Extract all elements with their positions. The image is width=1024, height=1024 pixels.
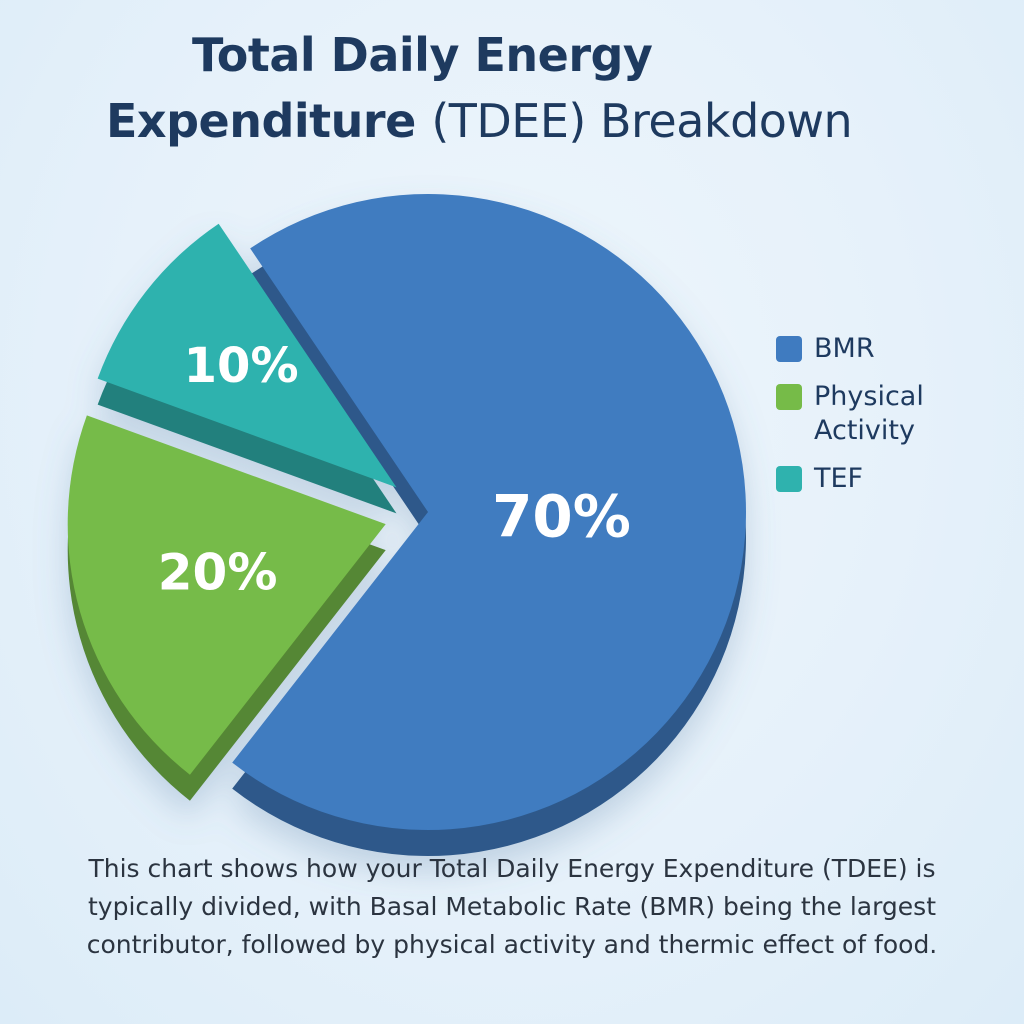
pie-slice-tef <box>97 223 397 514</box>
chart-title: Total Daily Energy Expenditure (TDEE) Br… <box>0 22 1024 154</box>
legend-item-tef: TEF <box>776 462 1006 496</box>
chart-title-line2-regular: (TDEE) Breakdown <box>431 94 853 148</box>
chart-title-line1: Total Daily Energy <box>192 28 653 82</box>
legend-item-bmr: BMR <box>776 332 1006 366</box>
data-label-bmr: 70% <box>492 483 631 551</box>
pie-slices <box>67 193 747 856</box>
legend-label-physical-activity: Physical Activity <box>814 381 924 446</box>
data-label-tef: 10% <box>184 338 299 394</box>
data-label-physical-activity: 20% <box>158 543 278 601</box>
legend: BMR Physical Activity TEF <box>776 332 1006 496</box>
pie-slice-bmr <box>232 193 747 856</box>
pie-slice-tef-top <box>97 223 397 488</box>
pie-slice-physical-activity-top <box>67 415 386 775</box>
pie-slice-bmr-top <box>232 193 747 830</box>
legend-swatch-tef <box>776 466 802 492</box>
legend-label-tef: TEF <box>814 463 864 494</box>
chart-caption: This chart shows how your Total Daily En… <box>86 854 938 959</box>
chart-title-line2-bold: Expenditure <box>106 94 416 148</box>
pie-labels: 70% 20% 10% <box>158 338 631 601</box>
legend-swatch-bmr <box>776 336 802 362</box>
legend-item-physical-activity: Physical Activity <box>776 380 1006 448</box>
chart-title-line2: Expenditure (TDEE) Breakdown <box>0 88 1024 154</box>
pie-slice-physical-activity <box>67 415 386 801</box>
legend-swatch-physical-activity <box>776 384 802 410</box>
legend-label-bmr: BMR <box>814 333 875 364</box>
